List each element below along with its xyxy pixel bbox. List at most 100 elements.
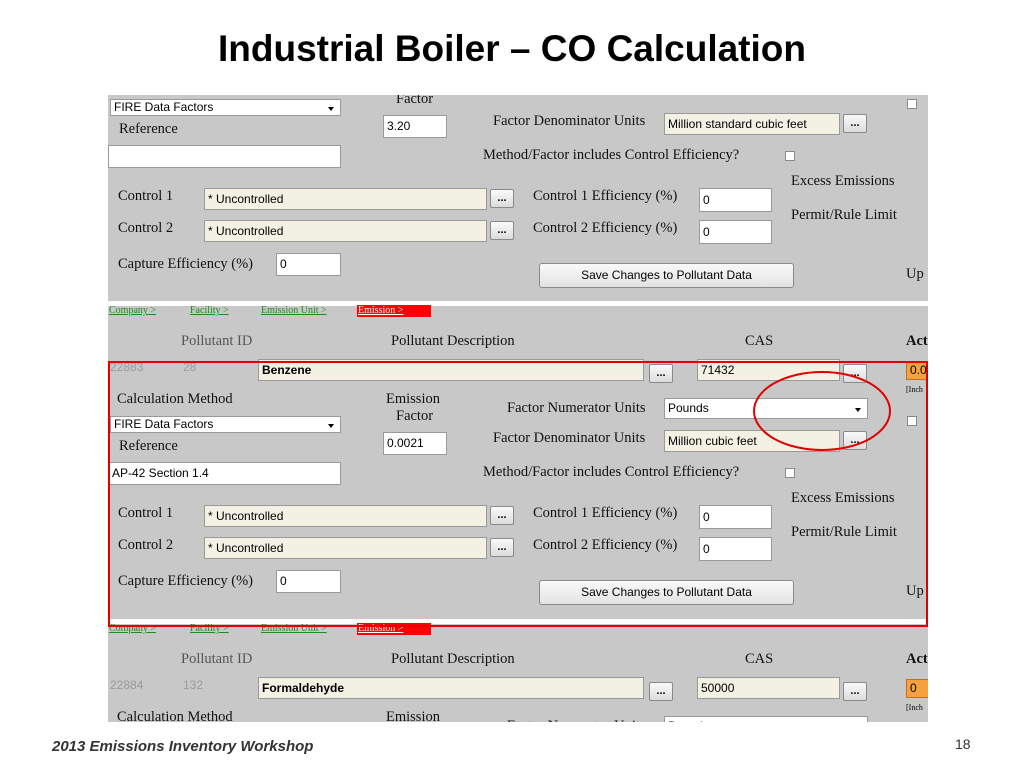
field-label: Method/Factor includes Control Efficienc…: [483, 464, 740, 480]
checkbox[interactable]: [907, 416, 917, 426]
actual-units: [Inch: [906, 703, 923, 712]
save-button[interactable]: Save Changes to Pollutant Data: [539, 580, 794, 605]
breadcrumb-link[interactable]: Emission >: [357, 305, 431, 317]
column-header: Pollutant ID: [181, 333, 253, 349]
separator: [108, 301, 928, 306]
reference-input[interactable]: [108, 145, 341, 168]
actual-units: [Inch: [906, 385, 923, 394]
description-input: Benzene: [258, 359, 644, 381]
browse-button[interactable]: ...: [490, 538, 514, 557]
field-label: Control 1: [118, 188, 174, 204]
control2-input[interactable]: * Uncontrolled: [204, 220, 487, 242]
control2-eff-input[interactable]: 0: [699, 220, 772, 244]
capture-input[interactable]: 0: [276, 253, 341, 276]
browse-button[interactable]: ...: [490, 221, 514, 240]
calc-method-input[interactable]: FIRE Data Factors: [110, 99, 341, 116]
breadcrumb-link[interactable]: Company >: [109, 305, 157, 316]
cas-input: 71432: [697, 359, 840, 381]
field-label: Control 2 Efficiency (%): [533, 537, 678, 553]
field-label: Calculation Method: [117, 391, 233, 407]
field-label: Up: [906, 266, 924, 282]
field-label: Factor: [396, 408, 434, 424]
field-label: Control 1 Efficiency (%): [533, 188, 678, 204]
field-label: Control 2: [118, 537, 174, 553]
field-label: Permit/Rule Limit: [791, 524, 897, 540]
numerator-units-input[interactable]: Pounds: [664, 716, 868, 722]
field-label: Excess Emissions: [791, 173, 895, 189]
checkbox[interactable]: [785, 151, 795, 161]
control2-eff-input[interactable]: 0: [699, 537, 772, 561]
checkbox[interactable]: [785, 468, 795, 478]
breadcrumb-link[interactable]: Emission Unit >: [261, 623, 327, 634]
breadcrumb-link[interactable]: Emission Unit >: [261, 305, 327, 316]
field-label: Control 1 Efficiency (%): [533, 505, 678, 521]
field-label: Method/Factor includes Control Efficienc…: [483, 147, 740, 163]
field-label: Permit/Rule Limit: [791, 207, 897, 223]
browse-button[interactable]: ...: [649, 682, 673, 701]
reference-input[interactable]: AP-42 Section 1.4: [108, 462, 341, 485]
denominator-units-input[interactable]: Million cubic feet: [664, 430, 840, 452]
column-header: Act: [906, 651, 928, 667]
browse-button[interactable]: ...: [490, 189, 514, 208]
field-label: Control 1: [118, 505, 174, 521]
cas-input: 50000: [697, 677, 840, 699]
control1-input[interactable]: * Uncontrolled: [204, 505, 487, 527]
record-id: 22884: [110, 678, 144, 692]
pollutant-code: 132: [183, 678, 204, 692]
breadcrumb-link[interactable]: Company >: [109, 623, 157, 634]
actual-input: 0.0: [906, 361, 928, 380]
browse-button[interactable]: ...: [843, 682, 867, 701]
browse-button[interactable]: ...: [843, 364, 867, 383]
field-label: Factor Numerator Units: [507, 400, 646, 416]
field-label: Reference: [119, 121, 178, 137]
denominator-units-input[interactable]: Million standard cubic feet: [664, 113, 840, 135]
column-header: Act: [906, 333, 928, 349]
pollutant-code: 28: [183, 360, 197, 374]
field-label: Reference: [119, 438, 178, 454]
field-label: Up: [906, 583, 924, 599]
field-label: Calculation Method: [117, 709, 233, 722]
browse-button[interactable]: ...: [649, 364, 673, 383]
field-label: Control 2: [118, 220, 174, 236]
breadcrumb-link[interactable]: Facility >: [190, 623, 229, 634]
column-header: CAS: [745, 651, 774, 667]
control1-input[interactable]: * Uncontrolled: [204, 188, 487, 210]
save-button[interactable]: Save Changes to Pollutant Data: [539, 263, 794, 288]
calc-method-input[interactable]: FIRE Data Factors: [110, 416, 341, 433]
breadcrumb-link[interactable]: Facility >: [190, 305, 229, 316]
description-input: Formaldehyde: [258, 677, 644, 699]
field-label: Capture Efficiency (%): [118, 256, 254, 272]
actual-input: 0: [906, 679, 928, 698]
separator: [108, 619, 928, 624]
emission-factor-input[interactable]: 3.20: [383, 115, 447, 138]
page-number: 18: [955, 736, 971, 752]
column-header: Pollutant ID: [181, 651, 253, 667]
field-label: Factor Numerator Units: [507, 717, 646, 722]
control1-eff-input[interactable]: 0: [699, 505, 772, 529]
record-id: 22883: [110, 360, 144, 374]
field-label: Factor Denominator Units: [493, 430, 646, 446]
field-label: Factor Denominator Units: [493, 113, 646, 129]
field-label: Factor: [396, 95, 434, 107]
browse-button[interactable]: ...: [843, 431, 867, 450]
emission-factor-input[interactable]: 0.0021: [383, 432, 447, 455]
screenshot: Factor Reference Factor Denominator Units M…: [108, 95, 928, 722]
slide-title: Industrial Boiler – CO Calculation: [218, 28, 806, 69]
column-header: CAS: [745, 333, 774, 349]
control2-input[interactable]: * Uncontrolled: [204, 537, 487, 559]
capture-input[interactable]: 0: [276, 570, 341, 593]
field-label: Emission: [386, 391, 440, 407]
field-label: Excess Emissions: [791, 490, 895, 506]
checkbox[interactable]: [907, 99, 917, 109]
field-label: Capture Efficiency (%): [118, 573, 254, 589]
column-header: Pollutant Description: [391, 651, 515, 667]
control1-eff-input[interactable]: 0: [699, 188, 772, 212]
numerator-units-input[interactable]: Pounds: [664, 398, 868, 419]
footer-text: 2013 Emissions Inventory Workshop: [52, 738, 314, 755]
browse-button[interactable]: ...: [490, 506, 514, 525]
browse-button[interactable]: ...: [843, 114, 867, 133]
column-header: Pollutant Description: [391, 333, 515, 349]
breadcrumb-link[interactable]: Emission >: [357, 623, 431, 635]
field-label: Control 2 Efficiency (%): [533, 220, 678, 236]
